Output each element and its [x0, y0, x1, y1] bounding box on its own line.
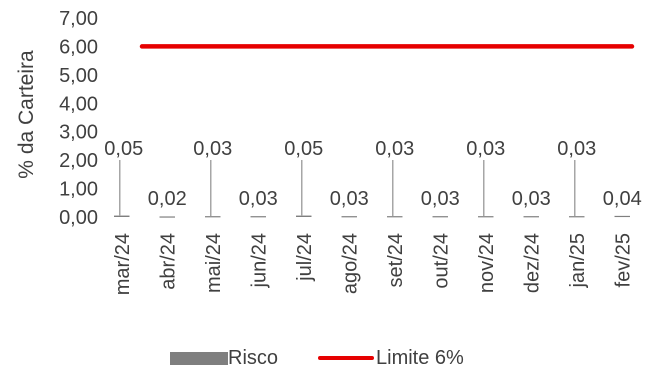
data-label-jun/24: 0,03 — [239, 188, 278, 210]
x-tick-label: dez/24 — [521, 233, 543, 293]
data-label-nov/24: 0,03 — [466, 138, 505, 160]
bar-abr/24 — [159, 216, 175, 218]
bar-mar/24 — [114, 215, 130, 217]
bar-ago/24 — [341, 216, 357, 218]
y-tick-label: 5,00 — [59, 65, 98, 87]
y-tick-label: 6,00 — [59, 36, 98, 58]
y-axis-ticks: 0,00 1,00 2,00 3,00 4,00 5,00 6,00 7,00 — [59, 8, 98, 229]
y-tick-label: 7,00 — [59, 8, 98, 30]
y-tick-label: 2,00 — [59, 150, 98, 172]
data-label-set/24: 0,03 — [375, 138, 414, 160]
legend-item-limite: Limite 6% — [318, 344, 464, 372]
x-tick-label: out/24 — [430, 233, 452, 289]
legend-label-limite: Limite 6% — [376, 346, 464, 369]
x-tick-label: mai/24 — [203, 233, 225, 293]
legend-label-risco: Risco — [228, 346, 279, 369]
data-label-ago/24: 0,03 — [330, 188, 369, 210]
legend: Risco Limite 6% — [0, 344, 657, 372]
y-axis-title: % da Carteira — [15, 50, 38, 179]
bar-jun/24 — [250, 216, 266, 218]
x-tick-label: ago/24 — [339, 233, 361, 294]
bar-jul/24 — [296, 215, 312, 217]
bar-set/24 — [387, 216, 403, 218]
bar-dez/24 — [523, 216, 539, 218]
x-tick-label: abr/24 — [157, 233, 179, 290]
data-label-out/24: 0,03 — [421, 188, 460, 210]
x-tick-label: set/24 — [385, 233, 407, 287]
legend-swatch-limite — [318, 356, 374, 360]
bar-jan/25 — [569, 216, 585, 218]
y-tick-label: 3,00 — [59, 122, 98, 144]
x-tick-label: jul/24 — [294, 233, 316, 282]
x-axis-ticks: mar/24 abr/24 mai/24 jun/24 jul/24 ago/24 set/… — [112, 233, 635, 295]
y-tick-label: 1,00 — [59, 179, 98, 201]
bar-out/24 — [432, 216, 448, 218]
data-label-abr/24: 0,02 — [148, 188, 187, 210]
x-tick-label: nov/24 — [476, 233, 498, 293]
chart: % da Carteira 0,00 1,00 2,00 3,00 4,00 5,00 6,… — [15, 8, 642, 295]
data-labels: 0,05 0,02 0,03 0,03 0,05 0,03 0,03 0,03 0,03 0,03… — [104, 138, 641, 210]
data-label-jul/24: 0,05 — [284, 138, 323, 160]
x-tick-label: mar/24 — [112, 233, 134, 295]
legend-swatch-risco — [170, 351, 228, 365]
risco-bars — [114, 215, 630, 218]
data-label-fev/25: 0,04 — [603, 188, 642, 210]
legend-item-risco: Risco — [170, 344, 278, 372]
x-tick-label: jun/24 — [248, 233, 270, 289]
y-axis-label: % da Carteira — [15, 50, 38, 179]
data-label-jan/25: 0,03 — [557, 138, 596, 160]
y-tick-label: 0,00 — [59, 207, 98, 229]
data-label-mar/24: 0,05 — [104, 138, 143, 160]
x-tick-label: jan/25 — [567, 233, 589, 289]
y-tick-label: 4,00 — [59, 93, 98, 115]
bar-fev/25 — [614, 215, 630, 218]
bar-nov/24 — [478, 216, 494, 218]
data-label-dez/24: 0,03 — [512, 188, 551, 210]
data-label-leaders — [119, 160, 576, 216]
bar-mai/24 — [205, 216, 221, 218]
data-label-mai/24: 0,03 — [193, 138, 232, 160]
x-tick-label: fev/25 — [612, 233, 634, 287]
